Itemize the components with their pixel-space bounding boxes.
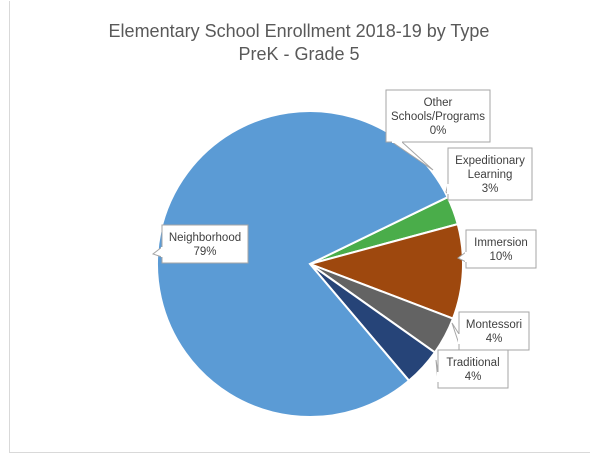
data-label-immersion: Immersion 10% (457, 229, 537, 269)
data-label-name: Other (424, 97, 453, 109)
data-label-value: 3% (482, 183, 499, 195)
data-label-value: 0% (430, 125, 447, 137)
data-label-neighborhood: Neighborhood 79% (151, 224, 249, 264)
data-label-value: 4% (465, 371, 482, 383)
chart-subtitle: PreK - Grade 5 (238, 44, 360, 64)
data-label-value: 4% (486, 333, 503, 345)
pie-slice-immersion (306, 222, 464, 320)
chart-title: Elementary School Enrollment 2018-19 by … (108, 21, 490, 41)
data-label-montessori: Montessori 4% (451, 311, 530, 351)
data-label-name: Neighborhood (169, 232, 241, 244)
data-label-name: Traditional (446, 357, 499, 369)
data-label-name: Learning (468, 169, 513, 181)
data-label-name: Schools/Programs (391, 111, 485, 123)
data-label-traditional: Traditional 4% (435, 349, 509, 389)
data-label-name: Immersion (474, 237, 528, 249)
data-label-expeditionary-learning: Expeditionary Learning 3% (445, 147, 533, 201)
chart-area (9, 1, 590, 453)
data-label-other-schools-programs: Other Schools/Programs 0% (385, 89, 491, 171)
data-label-value: 79% (193, 246, 216, 258)
pie-slice-neighborhood (156, 110, 449, 418)
data-label-name: Expeditionary (455, 155, 525, 167)
data-label-value: 10% (489, 251, 512, 263)
data-label-name: Montessori (466, 319, 522, 331)
